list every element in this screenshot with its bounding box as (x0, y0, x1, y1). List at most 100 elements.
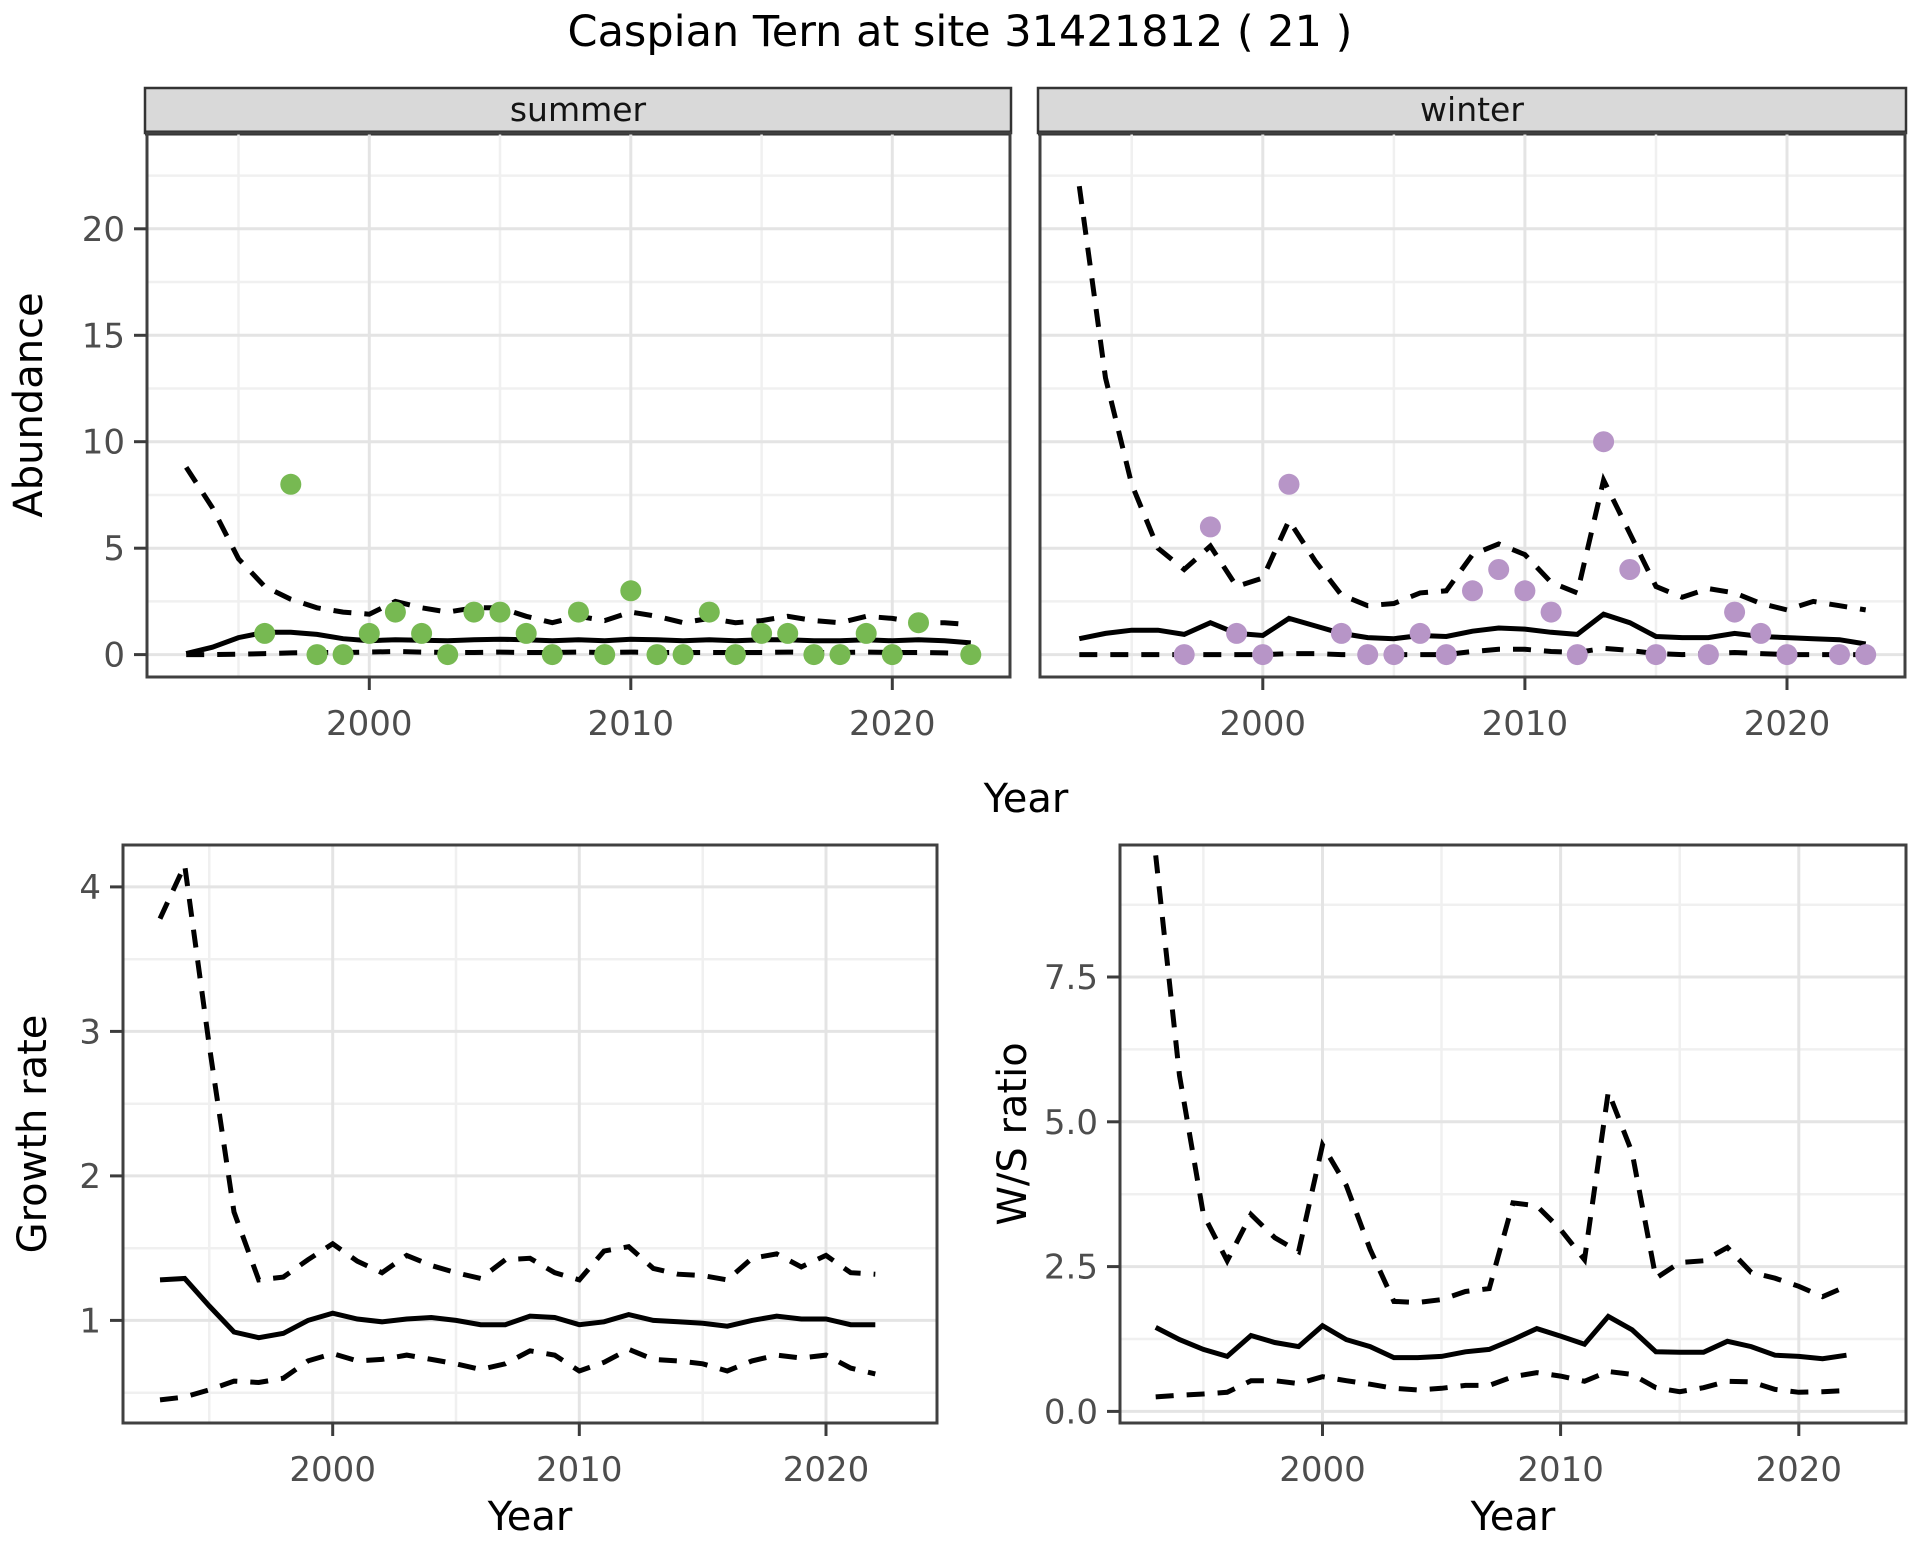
y-tick-label: 2 (79, 1157, 101, 1197)
data-point (1514, 580, 1536, 602)
data-point (541, 644, 563, 666)
growth-year-axis-label: Year (487, 1494, 573, 1540)
data-point (1226, 622, 1248, 644)
data-point (437, 644, 459, 666)
panel-border (1118, 843, 1908, 1425)
facet-strip-winter (1036, 86, 1908, 135)
data-point (1776, 644, 1798, 666)
data-point (1750, 622, 1772, 644)
data-point (1829, 644, 1850, 666)
ci-upper-line (1153, 855, 1848, 1306)
ci-lower-line (159, 1346, 876, 1403)
panel-abundance-summer: 2000 2010 2020 0 5 10 15 20 (82, 131, 1012, 744)
data-point (1383, 644, 1405, 666)
data-point (698, 601, 720, 623)
data-point (1435, 644, 1457, 666)
ci-lower-line (1155, 1368, 1847, 1400)
panel-abundance-winter: 2000 2010 2020 (1038, 131, 1907, 744)
x-tick-label: 2000 (1220, 704, 1307, 744)
panel-growth-rate: 2000 2010 2020 1 2 3 4 (79, 843, 939, 1490)
y-tick-label: 3 (79, 1012, 101, 1052)
panel-ws-ratio: 2000 2010 2020 0.0 2.5 5.0 7.5 (1044, 843, 1908, 1490)
figure-title: Caspian Tern at site 31421812 ( 21 ) (568, 7, 1353, 57)
y-tick-label: 10 (82, 423, 125, 463)
data-point (489, 601, 511, 623)
x-tick-label: 2020 (783, 1450, 870, 1490)
top-year-axis-label: Year (983, 776, 1069, 822)
data-point (1855, 644, 1877, 666)
median-line (185, 629, 971, 657)
facet-strip-summer (143, 86, 1013, 135)
ci-lower-line (1079, 645, 1866, 658)
data-point (1409, 622, 1431, 644)
y-tick-label: 7.5 (1044, 958, 1098, 998)
median-line (159, 1275, 876, 1341)
data-point (960, 644, 982, 666)
x-tick-label: 2020 (1756, 1450, 1843, 1490)
data-point (1199, 516, 1221, 538)
data-point (254, 622, 276, 644)
ws-ratio-axis-label: W/S ratio (990, 1042, 1036, 1225)
data-point (803, 644, 825, 666)
median-line (1154, 1313, 1847, 1362)
ci-upper-line (157, 856, 876, 1283)
data-point (1252, 644, 1274, 666)
data-point (411, 622, 433, 644)
data-point (1357, 644, 1379, 666)
data-point (1724, 601, 1746, 623)
median-line (1078, 611, 1867, 647)
data-point (1645, 644, 1667, 666)
panel-border (1038, 131, 1907, 679)
data-point (1593, 431, 1615, 453)
data-point (515, 622, 537, 644)
data-point (1566, 644, 1588, 666)
y-tick-label: 5.0 (1044, 1103, 1098, 1143)
data-point (724, 644, 746, 666)
panel-border (121, 843, 939, 1425)
x-tick-label: 2000 (1279, 1450, 1366, 1490)
y-tick-label: 20 (82, 210, 125, 250)
panels-group: 2000 2010 2020 0 5 10 15 20 2000 2010 2020 2000 2010… (79, 131, 1908, 1490)
data-point (1540, 601, 1562, 623)
data-point (463, 601, 485, 623)
data-point (358, 622, 380, 644)
y-tick-label: 4 (79, 868, 101, 908)
data-point (646, 644, 668, 666)
x-tick-label: 2000 (289, 1450, 376, 1490)
data-point (855, 622, 877, 644)
data-point (594, 644, 616, 666)
abundance-axis-label: Abundance (6, 292, 52, 517)
y-tick-label: 2.5 (1044, 1248, 1098, 1288)
data-point (280, 473, 302, 495)
data-point (1619, 559, 1641, 580)
y-tick-label: 1 (79, 1301, 101, 1341)
ws-year-axis-label: Year (1470, 1494, 1556, 1540)
x-tick-label: 2010 (536, 1450, 623, 1490)
data-point (306, 644, 328, 666)
data-point (332, 644, 354, 666)
data-point (1330, 622, 1352, 644)
x-tick-label: 2010 (1517, 1450, 1604, 1490)
y-tick-label: 15 (82, 316, 125, 356)
data-point (1173, 644, 1195, 666)
data-point (777, 622, 799, 644)
data-point (384, 601, 406, 623)
data-point (1462, 580, 1483, 602)
panel-border (145, 131, 1012, 679)
data-point (1488, 559, 1510, 580)
y-tick-label: 0.0 (1044, 1392, 1098, 1432)
data-point (672, 644, 694, 666)
x-tick-label: 2010 (588, 704, 675, 744)
facet-strip-summer-label: summer (510, 90, 647, 129)
growth-rate-axis-label: Growth rate (10, 1015, 56, 1254)
x-tick-label: 2020 (849, 704, 936, 744)
y-tick-label: 5 (103, 529, 125, 569)
facet-strip-winter-label: winter (1420, 90, 1524, 129)
ci-upper-line (1076, 185, 1867, 613)
data-point (881, 644, 903, 666)
x-tick-label: 2010 (1482, 704, 1569, 744)
data-point (568, 601, 589, 623)
data-point (751, 622, 773, 644)
